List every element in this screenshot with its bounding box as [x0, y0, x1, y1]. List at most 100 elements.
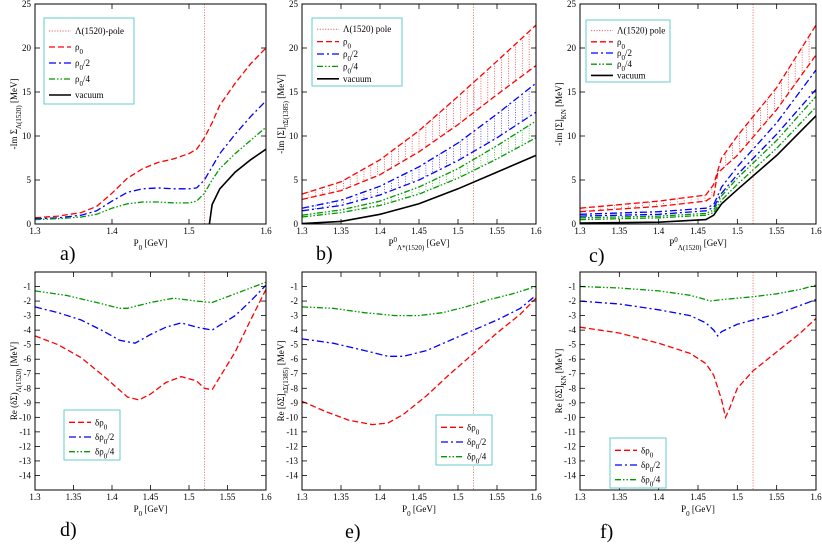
- legend-label: ρ0/4: [343, 61, 359, 75]
- y-tick-label: 15: [289, 87, 299, 97]
- series-line-e-0: [301, 297, 537, 426]
- y-tick-label: -5: [24, 340, 32, 350]
- legend-label: δρ0: [467, 422, 480, 436]
- series-line-c-1: [579, 54, 817, 213]
- y-tick-label: -2: [291, 296, 299, 306]
- y-tick-label: -3: [24, 311, 32, 321]
- y-tick-label: 5: [27, 175, 32, 185]
- panel-label-a: a): [60, 243, 76, 265]
- series-line-e-2: [301, 285, 537, 317]
- legend-label: δρ0: [641, 445, 654, 459]
- x-tick-label: 1.45: [411, 492, 427, 502]
- y-tick-label: -4: [569, 325, 577, 335]
- series-line-f-0: [579, 318, 817, 420]
- x-tick-label: 1.6: [530, 492, 542, 502]
- plot-frame-e: [301, 271, 537, 491]
- y-tick-label: -10: [286, 412, 298, 422]
- x-axis-label-f: P0 [GeV]: [681, 504, 715, 518]
- y-tick-label: -13: [286, 456, 298, 466]
- y-tick-label: -12: [19, 441, 31, 451]
- y-tick-label: 25: [22, 0, 32, 9]
- y-tick-label: -1: [569, 282, 577, 292]
- x-tick-label: 1.55: [220, 492, 236, 502]
- legend-label: ρ0/4: [617, 59, 633, 73]
- y-tick-label: -7: [24, 369, 32, 379]
- y-tick-label: 20: [567, 43, 577, 53]
- y-axis-label-d: Re (δΣ)Λ(1520) [MeV]: [9, 342, 23, 420]
- series-line-c-3: [579, 88, 817, 217]
- x-axis-label-c: P0Λ(1520) [GeV]: [669, 236, 727, 252]
- y-tick-label: 25: [567, 0, 577, 9]
- legend-label: δρ0/4: [95, 447, 115, 461]
- y-tick-label: 5: [294, 175, 299, 185]
- y-tick-label: -12: [564, 441, 576, 451]
- x-tick-label: 1.5: [452, 226, 464, 236]
- y-tick-label: 15: [22, 87, 32, 97]
- y-tick-label: -13: [564, 456, 576, 466]
- y-tick-label: -5: [291, 340, 299, 350]
- y-tick-label: -2: [569, 296, 577, 306]
- x-tick-label: 1.55: [489, 226, 505, 236]
- x-tick-label: 1.4: [653, 226, 665, 236]
- y-tick-label: -11: [19, 427, 31, 437]
- y-tick-label: -14: [286, 470, 298, 480]
- panel-f: 1.3 1.35 1.4 1.45 1.5 1.55 1.6 -14 -13 -12 -11 -10 -…: [554, 271, 822, 543]
- y-tick-label: 0: [572, 219, 577, 229]
- y-tick-label: -9: [24, 398, 32, 408]
- series-line-a-2: [34, 126, 267, 221]
- series-line-b-5: [301, 137, 537, 218]
- series-line-c-6: [579, 115, 817, 224]
- x-tick-label: 1.35: [333, 226, 349, 236]
- y-axis-label-a: -Im ΣΛ(1520) [MeV]: [9, 79, 23, 150]
- y-tick-label: -10: [564, 412, 576, 422]
- panel-label-b: b): [316, 243, 333, 265]
- series-line-d-2: [34, 281, 267, 309]
- y-axis-label-c: -Im [Σ]KN [MeV]: [554, 82, 568, 145]
- y-tick-label: -6: [24, 354, 32, 364]
- x-tick-label: 1.6: [260, 492, 272, 502]
- legend-label: ρ0/2: [343, 49, 358, 63]
- legend-label: ρ0: [75, 42, 84, 56]
- x-tick-label: 1.55: [769, 226, 785, 236]
- series-line-b-4: [301, 120, 537, 216]
- y-tick-label: -6: [291, 354, 299, 364]
- y-tick-label: -8: [569, 383, 577, 393]
- y-tick-label: 10: [22, 131, 32, 141]
- legend-label: ρ0/2: [617, 48, 632, 62]
- series-line-a-1: [34, 100, 267, 220]
- series-line-a-0: [34, 47, 267, 219]
- panel-label-c: c): [589, 245, 605, 267]
- legend-label: vacuum: [75, 90, 104, 100]
- series-line-c-5: [579, 106, 817, 221]
- x-tick-label: 1.3: [29, 226, 41, 236]
- y-tick-label: -5: [569, 340, 577, 350]
- y-tick-label: 5: [572, 175, 577, 185]
- y-tick-label: 10: [567, 131, 577, 141]
- legend-label: Λ(1520) pole: [343, 24, 391, 34]
- x-tick-label: 1.35: [333, 492, 349, 502]
- y-tick-label: -1: [291, 282, 299, 292]
- panel-c: 1.3 1.35 1.4 1.45 1.5 1.55 1.6 0 5 10 15 20 25 P0Λ(15…: [554, 0, 822, 267]
- legend-label: Λ(1520) pole: [617, 26, 665, 36]
- x-tick-label: 1.5: [183, 492, 195, 502]
- y-axis-label-b: -Im [Σ]πΣ(1385) [MeV]: [276, 74, 290, 154]
- x-tick-label: 1.4: [106, 492, 118, 502]
- legend-box: [311, 17, 403, 87]
- y-tick-label: -9: [291, 398, 299, 408]
- x-tick-label: 1.3: [574, 226, 586, 236]
- legend-label: vacuum: [617, 70, 646, 80]
- series-line-c-4: [579, 95, 817, 219]
- x-tick-label: 1.5: [452, 492, 464, 502]
- x-tick-label: 1.4: [653, 492, 665, 502]
- legend-label: ρ0/4: [75, 74, 91, 88]
- y-tick-label: -1: [24, 282, 32, 292]
- series-line-d-0: [34, 289, 267, 401]
- panel-a: 1.3 1.4 1.5 1.6 0 5 10 15 20 25 P0 [GeV] -Im ΣΛ(152…: [9, 0, 272, 265]
- y-tick-label: -3: [569, 311, 577, 321]
- y-tick-label: -14: [19, 470, 31, 480]
- legend-label: δρ0/2: [467, 437, 486, 451]
